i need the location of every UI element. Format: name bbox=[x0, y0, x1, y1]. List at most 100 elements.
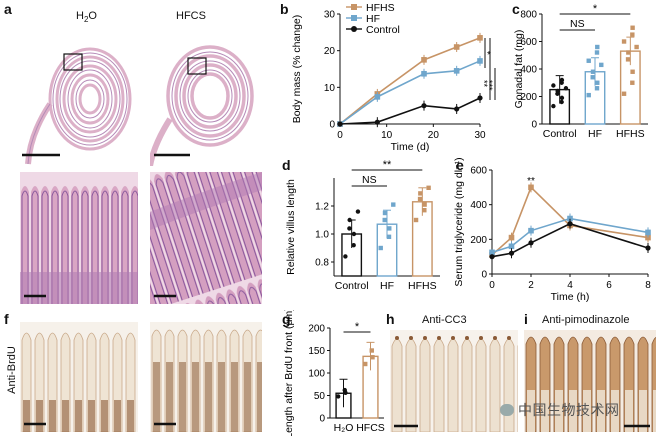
data-point bbox=[559, 95, 565, 101]
y-axis-label: Relative villus length bbox=[285, 179, 297, 275]
data-point bbox=[382, 217, 387, 223]
data-point bbox=[559, 77, 565, 83]
data-point bbox=[351, 243, 356, 248]
x-tick-label: 6 bbox=[606, 280, 612, 291]
watermark: 中国生物技术网 bbox=[500, 400, 620, 420]
data-point bbox=[630, 25, 635, 30]
y-tick-label: 1.0 bbox=[315, 230, 329, 241]
sig-annotation: * bbox=[355, 321, 360, 333]
wechat-icon bbox=[500, 404, 514, 416]
data-point bbox=[453, 68, 460, 74]
data-point bbox=[594, 50, 600, 55]
data-point bbox=[586, 58, 591, 63]
data-point bbox=[374, 119, 380, 125]
data-point bbox=[454, 106, 460, 112]
data-point bbox=[363, 361, 368, 367]
sig-annotation: * bbox=[487, 50, 491, 61]
x-tick-label: HF bbox=[380, 280, 394, 292]
data-point bbox=[645, 245, 651, 251]
x-axis-label: Time (h) bbox=[551, 291, 590, 302]
y-tick-label: 600 bbox=[470, 166, 487, 177]
panel-a-title-hfcs: HFCS bbox=[176, 10, 206, 22]
data-point bbox=[625, 57, 631, 62]
data-point bbox=[508, 234, 515, 241]
data-point bbox=[626, 50, 631, 55]
panel-d-label: d bbox=[282, 157, 291, 173]
brdu-h2o-image bbox=[20, 322, 138, 432]
x-tick-label: HF bbox=[588, 128, 602, 140]
x-tick-label: 2 bbox=[528, 280, 534, 291]
y-tick-label: 600 bbox=[520, 37, 537, 48]
data-point bbox=[426, 185, 431, 190]
x-tick-label: Control bbox=[543, 128, 577, 140]
panel-a-label: a bbox=[4, 1, 12, 17]
data-point bbox=[336, 394, 341, 399]
sig-annotation: ** bbox=[383, 159, 392, 171]
chart-c: 0 200 400 600 800 Gonadal fat (mg) Control HF HF… bbox=[513, 3, 648, 140]
anti-cc3-title: Anti-CC3 bbox=[422, 314, 467, 326]
data-point bbox=[453, 44, 460, 50]
data-point bbox=[563, 86, 569, 91]
data-point bbox=[595, 80, 600, 85]
data-point bbox=[630, 80, 635, 85]
anti-brdu-label: Anti-BrdU bbox=[5, 346, 18, 394]
data-point bbox=[391, 202, 396, 207]
data-point bbox=[347, 226, 352, 231]
villi-h2o-image bbox=[20, 172, 138, 304]
x-tick-label: 4 bbox=[567, 280, 573, 291]
x-tick-label: HFHS bbox=[408, 280, 437, 292]
data-point bbox=[386, 234, 392, 239]
pimodinazole-image bbox=[524, 330, 656, 432]
sig-annotation: NS bbox=[570, 18, 585, 30]
brdu-hfcs-image bbox=[150, 322, 262, 432]
data-point bbox=[508, 243, 515, 250]
y-tick-label: 200 bbox=[308, 324, 325, 335]
data-point bbox=[413, 217, 419, 223]
y-tick-label: 0 bbox=[481, 270, 487, 281]
data-point bbox=[387, 226, 392, 231]
data-point bbox=[382, 210, 388, 216]
y-tick-label: 400 bbox=[520, 65, 537, 76]
data-point bbox=[595, 44, 600, 50]
swiss-roll-hfcs-image bbox=[150, 24, 262, 166]
data-point bbox=[621, 39, 627, 44]
panel-i-label: i bbox=[524, 311, 528, 327]
data-point bbox=[599, 62, 604, 68]
y-tick-label: 0 bbox=[319, 414, 325, 425]
data-point bbox=[422, 208, 427, 213]
legend-label: HF bbox=[366, 13, 380, 25]
data-point bbox=[347, 217, 352, 223]
data-point bbox=[374, 94, 381, 100]
chart-e: 0 200 400 600 Serum triglyceride (mg dl⁻¹) 0 2… bbox=[453, 157, 651, 302]
x-tick-label: 0 bbox=[337, 130, 343, 141]
x-tick-label: H₂O bbox=[334, 422, 354, 434]
data-point bbox=[551, 83, 556, 88]
data-point bbox=[418, 191, 423, 196]
y-tick-label: 50 bbox=[314, 391, 326, 402]
data-point bbox=[590, 75, 595, 80]
panel-e-label: e bbox=[456, 157, 464, 173]
y-tick-label: 400 bbox=[470, 200, 487, 211]
data-point bbox=[489, 249, 495, 256]
data-point bbox=[369, 348, 374, 353]
legend-label: Control bbox=[366, 24, 400, 36]
panel-b-label: b bbox=[280, 1, 289, 17]
y-tick-label: 100 bbox=[308, 369, 325, 380]
y-tick-label: 10 bbox=[324, 83, 336, 94]
data-point bbox=[337, 121, 343, 127]
data-point bbox=[477, 95, 483, 101]
data-point bbox=[528, 184, 534, 191]
data-point bbox=[351, 231, 357, 237]
data-point bbox=[630, 32, 635, 37]
data-point bbox=[590, 69, 596, 74]
sig-annotation: * bbox=[593, 3, 598, 15]
data-point bbox=[342, 387, 347, 393]
data-point bbox=[555, 88, 560, 94]
data-point bbox=[567, 221, 573, 227]
x-tick-label: HFHS bbox=[616, 128, 645, 140]
data-point bbox=[421, 57, 427, 63]
data-point bbox=[630, 69, 635, 74]
h2o-o: O bbox=[88, 10, 97, 22]
y-tick-label: 800 bbox=[520, 10, 537, 21]
